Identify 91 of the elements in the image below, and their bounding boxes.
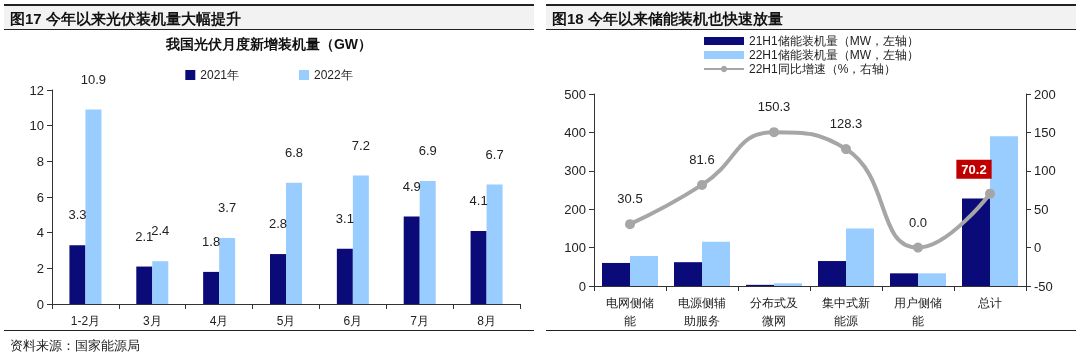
data-label: 2.4: [151, 223, 170, 239]
point: [769, 127, 779, 138]
point: [625, 219, 635, 230]
point: [985, 188, 995, 199]
chart-title: 图17 今年以来光伏装机量大幅提升: [4, 4, 534, 30]
y-tick-label: 100: [564, 240, 586, 256]
y-tick-label: 8: [36, 153, 44, 169]
bar: [85, 109, 102, 304]
bar: [286, 182, 302, 304]
legend-label: 22H1同比增速（%，右轴）: [749, 62, 897, 76]
data-label: 7.2: [351, 137, 370, 153]
data-label: 10.9: [80, 71, 107, 87]
y2-tick-label: 0: [1034, 240, 1042, 256]
data-label: 81.6: [689, 151, 715, 167]
bar: [136, 266, 153, 304]
data-label: 3.1: [335, 210, 354, 226]
x-tick-label: 电源侧辅助服务: [678, 296, 726, 328]
bar: [219, 238, 236, 304]
y-tick-label: 0: [578, 278, 586, 294]
x-tick-label: 总计: [977, 296, 1002, 310]
bar: [69, 245, 86, 304]
bar: [674, 262, 702, 286]
bar: [470, 230, 487, 304]
data-label: 4.1: [469, 192, 488, 208]
data-label: 3.3: [68, 207, 87, 223]
y2-tick-label: 150: [1034, 124, 1056, 140]
x-tick-label: 集中式新能源: [822, 296, 870, 328]
x-tick-label: 6月: [343, 314, 363, 328]
x-tick-label: 8月: [477, 314, 496, 328]
data-label: 6.8: [284, 144, 304, 160]
bar: [702, 241, 730, 286]
data-label: 6.7: [485, 146, 504, 162]
bar: [203, 271, 220, 304]
text: 资料来源：国家能源局: [10, 337, 141, 355]
data-label: 4.9: [402, 178, 421, 194]
y2-tick-label: 100: [1034, 163, 1056, 179]
y-tick-label: 500: [564, 86, 586, 102]
bar: [152, 261, 169, 304]
bar: [990, 136, 1018, 286]
x-tick-label: 4月: [209, 314, 229, 328]
chart-subtitle: 我国光伏月度新增装机量（GW）: [164, 36, 373, 52]
data-label: 30.5: [617, 191, 643, 207]
y-tick-label: 2: [36, 260, 44, 276]
y-tick-label: 6: [36, 189, 44, 205]
bar: [270, 254, 286, 304]
data-label: 1.8: [202, 233, 221, 249]
bar: [918, 273, 946, 286]
data-label: 2.8: [268, 216, 288, 232]
y2-tick-label: 200: [1034, 86, 1056, 102]
point: [697, 179, 707, 190]
x-tick-label: 电网侧储能: [606, 296, 654, 328]
x-tick-label: 1-2月: [70, 314, 101, 328]
point: [841, 144, 851, 155]
x-tick-label: 7月: [410, 314, 430, 328]
bar: [419, 180, 436, 304]
chart-title: 图18 今年以来储能装机也快速放量: [546, 4, 1076, 30]
y-tick-label: 0: [36, 296, 44, 312]
bar: [352, 175, 369, 304]
bar: [846, 228, 874, 286]
data-label: 128.3: [829, 116, 863, 132]
y-tick-label: 400: [564, 124, 586, 140]
legend-label: 2022年: [314, 68, 353, 82]
bar: [774, 283, 802, 286]
bar: [486, 184, 503, 304]
x-tick-label: 分布式及微网: [750, 296, 798, 328]
bar: [403, 216, 420, 304]
bar: [630, 256, 658, 286]
y-tick-label: 300: [564, 163, 586, 179]
y-tick-label: 12: [29, 82, 44, 98]
data-label: 150.3: [757, 99, 791, 115]
x-tick-label: 5月: [276, 314, 296, 328]
y-tick-label: 200: [564, 201, 586, 217]
data-label: 3.7: [218, 200, 237, 216]
y2-tick-label: -50: [1034, 278, 1053, 294]
data-label: 70.2: [961, 161, 987, 177]
x-tick-label: 用户侧储能: [894, 296, 942, 328]
bar: [890, 273, 918, 286]
y2-tick-label: 50: [1034, 201, 1049, 217]
x-tick-label: 3月: [142, 314, 162, 328]
bar: [818, 261, 846, 286]
bar: [602, 262, 630, 286]
data-label: 6.9: [418, 142, 437, 158]
bar: [962, 198, 990, 286]
legend-label: 21H1储能装机量（MW，左轴）: [749, 34, 920, 48]
y-tick-label: 4: [36, 225, 44, 241]
legend-label: 22H1储能装机量（MW，左轴）: [749, 48, 920, 62]
point: [913, 242, 923, 253]
bar: [336, 248, 353, 304]
legend-label: 2021年: [200, 68, 240, 82]
y-tick-label: 10: [29, 118, 44, 134]
data-label: 0.0: [908, 214, 928, 230]
